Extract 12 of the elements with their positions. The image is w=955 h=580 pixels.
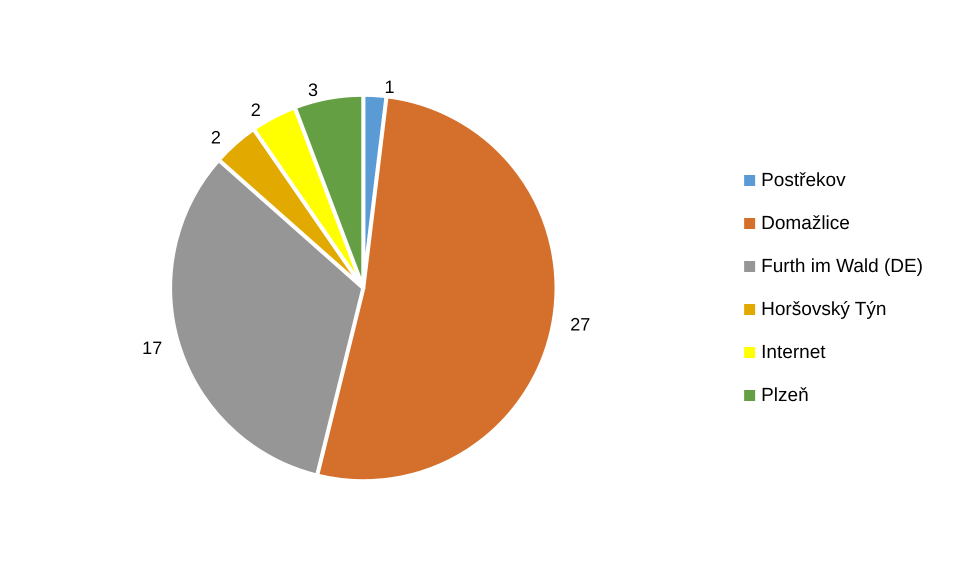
data-label: 2 bbox=[210, 127, 221, 148]
legend-label: Horšovský Týn bbox=[761, 299, 886, 320]
data-label: 1 bbox=[384, 77, 394, 98]
data-label: 2 bbox=[250, 100, 261, 120]
data-label: 17 bbox=[142, 338, 162, 358]
legend-label: Postřekov bbox=[761, 170, 846, 191]
legend-label: Domažlice bbox=[761, 213, 850, 234]
data-label: 27 bbox=[570, 314, 590, 334]
legend-label: Plzeň bbox=[761, 385, 809, 406]
legend-label: Internet bbox=[761, 342, 826, 363]
legend-label: Furth im Wald (DE) bbox=[761, 256, 924, 277]
data-label: 3 bbox=[308, 80, 318, 100]
